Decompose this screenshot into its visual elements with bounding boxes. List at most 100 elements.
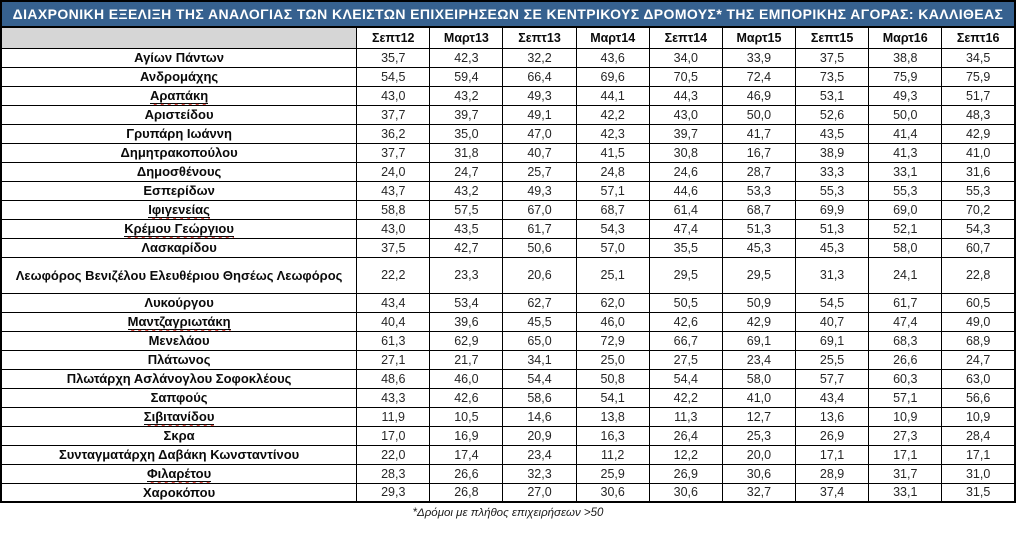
value-cell: 41,4 bbox=[868, 123, 943, 144]
street-name: Λυκούργου bbox=[144, 295, 214, 310]
value-cell: 26,6 bbox=[868, 349, 943, 370]
value-cell: 73,5 bbox=[795, 66, 870, 87]
value-cell: 58,6 bbox=[502, 387, 577, 408]
value-cell: 33,9 bbox=[721, 47, 797, 68]
value-cell: 72,4 bbox=[721, 66, 797, 87]
value-cell: 26,6 bbox=[429, 463, 504, 484]
value-cell: 75,9 bbox=[941, 66, 1016, 87]
value-cell: 43,4 bbox=[795, 387, 870, 408]
table-row: Πλάτωνος 27,1 21,7 34,1 25,0 27,5 23,4 25,5 26,6… bbox=[0, 349, 1016, 370]
table-row: Σαπφούς 43,3 42,6 58,6 54,1 42,2 41,0 43,4 57,1 5… bbox=[0, 387, 1016, 408]
value-cell: 25,3 bbox=[721, 425, 797, 446]
value-cell: 70,5 bbox=[648, 66, 723, 87]
value-cell: 36,2 bbox=[356, 123, 431, 144]
value-cell: 12,7 bbox=[721, 406, 797, 427]
value-cell: 28,9 bbox=[795, 463, 870, 484]
footnote: *Δρόμοι με πλήθος επιχειρήσεων >50 bbox=[412, 507, 604, 519]
value-cell: 40,4 bbox=[356, 311, 431, 332]
table-row: Φιλαρέτου 28,3 26,6 32,3 25,9 26,9 30,6 28,9 31,… bbox=[0, 463, 1016, 484]
street-name-cell: Ανδρομάχης bbox=[0, 66, 358, 87]
value-cell: 31,8 bbox=[429, 142, 504, 163]
table-row: Κρέμου Γεώργιου 43,0 43,5 61,7 54,3 47,4 51,3 5… bbox=[0, 218, 1016, 239]
street-name-cell: Σαπφούς bbox=[0, 387, 358, 408]
value-cell: 69,0 bbox=[868, 199, 943, 220]
value-cell: 10,9 bbox=[941, 406, 1016, 427]
table-title: ΔΙΑΧΡΟΝΙΚΗ ΕΞΕΛΙΞΗ ΤΗΣ ΑΝΑΛΟΓΙΑΣ ΤΩΝ ΚΛΕ… bbox=[0, 0, 1016, 28]
value-cell: 17,4 bbox=[429, 444, 504, 465]
table-row: Γρυπάρη Ιωάννη 36,2 35,0 47,0 42,3 39,7 41,7 43… bbox=[0, 123, 1016, 144]
value-cell: 62,7 bbox=[502, 292, 577, 313]
value-cell: 14,6 bbox=[502, 406, 577, 427]
value-cell: 42,9 bbox=[721, 311, 797, 332]
value-cell: 25,0 bbox=[575, 349, 650, 370]
value-cell: 27,0 bbox=[502, 482, 577, 503]
street-name: Ιφιγενείας bbox=[148, 202, 210, 218]
value-cell: 68,7 bbox=[575, 199, 650, 220]
value-cell: 11,2 bbox=[575, 444, 650, 465]
value-cell: 50,0 bbox=[868, 104, 943, 125]
value-cell: 24,7 bbox=[429, 161, 504, 182]
value-cell: 25,1 bbox=[575, 256, 650, 294]
value-cell: 31,5 bbox=[941, 482, 1016, 503]
table-row: Πλωτάρχη Ασλάνογλου Σοφοκλέους 48,6 46,0 54… bbox=[0, 368, 1016, 389]
table-row: Συνταγματάρχη Δαβάκη Κωνσταντίνου 22,0 17,… bbox=[0, 444, 1016, 465]
value-cell: 54,3 bbox=[575, 218, 650, 239]
street-name: Μαντζαγριωτάκη bbox=[127, 314, 231, 330]
value-cell: 27,1 bbox=[356, 349, 431, 370]
value-cell: 37,4 bbox=[795, 482, 870, 503]
value-cell: 30,8 bbox=[648, 142, 723, 163]
value-cell: 38,8 bbox=[868, 47, 943, 68]
value-cell: 25,7 bbox=[502, 161, 577, 182]
value-cell: 53,4 bbox=[429, 292, 504, 313]
table-row: Ιφιγενείας 58,8 57,5 67,0 68,7 61,4 68,7 69,9 69… bbox=[0, 199, 1016, 220]
value-cell: 50,9 bbox=[721, 292, 797, 313]
value-cell: 66,7 bbox=[648, 330, 723, 351]
value-cell: 58,8 bbox=[356, 199, 431, 220]
value-cell: 39,6 bbox=[429, 311, 504, 332]
value-cell: 52,1 bbox=[868, 218, 943, 239]
table-row: Δημοσθένους 24,0 24,7 25,7 24,8 24,6 28,7 33,3 3… bbox=[0, 161, 1016, 182]
value-cell: 33,1 bbox=[868, 482, 943, 503]
value-cell: 32,2 bbox=[502, 47, 577, 68]
column-header: Μαρτ14 bbox=[575, 26, 650, 49]
value-cell: 61,4 bbox=[648, 199, 723, 220]
value-cell: 61,3 bbox=[356, 330, 431, 351]
column-header: Σεπτ14 bbox=[648, 26, 723, 49]
value-cell: 69,9 bbox=[795, 199, 870, 220]
value-cell: 25,5 bbox=[795, 349, 870, 370]
table-row: Μενελάου 61,3 62,9 65,0 72,9 66,7 69,1 69,1 68,3… bbox=[0, 330, 1016, 351]
table-row: Αραπάκη 43,0 43,2 49,3 44,1 44,3 46,9 53,1 49,3 5… bbox=[0, 85, 1016, 106]
value-cell: 32,7 bbox=[721, 482, 797, 503]
value-cell: 17,1 bbox=[795, 444, 870, 465]
value-cell: 44,1 bbox=[575, 85, 650, 106]
value-cell: 42,7 bbox=[429, 237, 504, 258]
value-cell: 39,7 bbox=[648, 123, 723, 144]
value-cell: 54,3 bbox=[941, 218, 1016, 239]
street-name: Αγίων Πάντων bbox=[134, 50, 225, 65]
value-cell: 54,5 bbox=[356, 66, 431, 87]
street-name-cell: Μενελάου bbox=[0, 330, 358, 351]
value-cell: 24,7 bbox=[941, 349, 1016, 370]
value-cell: 46,9 bbox=[721, 85, 797, 106]
value-cell: 57,0 bbox=[575, 237, 650, 258]
value-cell: 11,3 bbox=[648, 406, 723, 427]
street-name-cell: Αραπάκη bbox=[0, 85, 358, 106]
street-name-cell: Σκρα bbox=[0, 425, 358, 446]
value-cell: 41,0 bbox=[941, 142, 1016, 163]
value-cell: 29,3 bbox=[356, 482, 431, 503]
value-cell: 72,9 bbox=[575, 330, 650, 351]
value-cell: 37,7 bbox=[356, 142, 431, 163]
value-cell: 43,3 bbox=[356, 387, 431, 408]
value-cell: 40,7 bbox=[502, 142, 577, 163]
street-name-cell: Συνταγματάρχη Δαβάκη Κωνσταντίνου bbox=[0, 444, 358, 465]
value-cell: 48,6 bbox=[356, 368, 431, 389]
value-cell: 51,3 bbox=[721, 218, 797, 239]
value-cell: 20,9 bbox=[502, 425, 577, 446]
table-row: Αριστείδου 37,7 39,7 49,1 42,2 43,0 50,0 52,6 50… bbox=[0, 104, 1016, 125]
street-name: Χαροκόπου bbox=[143, 484, 216, 500]
street-name-cell: Ιφιγενείας bbox=[0, 199, 358, 220]
closed-businesses-table: ΔΙΑΧΡΟΝΙΚΗ ΕΞΕΛΙΞΗ ΤΗΣ ΑΝΑΛΟΓΙΑΣ ΤΩΝ ΚΛΕ… bbox=[0, 0, 1016, 503]
value-cell: 42,6 bbox=[429, 387, 504, 408]
street-name-cell: Κρέμου Γεώργιου bbox=[0, 218, 358, 239]
value-cell: 16,3 bbox=[575, 425, 650, 446]
